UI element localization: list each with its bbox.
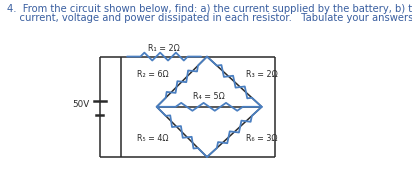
- Text: R₃ = 2Ω: R₃ = 2Ω: [246, 70, 278, 79]
- Text: R₆ = 3Ω: R₆ = 3Ω: [246, 134, 278, 143]
- Text: R₄ = 5Ω: R₄ = 5Ω: [193, 92, 225, 101]
- Text: R₅ = 4Ω: R₅ = 4Ω: [137, 134, 169, 143]
- Text: 4.  From the circuit shown below, find: a) the current supplied by the battery, : 4. From the circuit shown below, find: a…: [7, 4, 412, 14]
- Text: current, voltage and power dissipated in each resistor.   Tabulate your answers.: current, voltage and power dissipated in…: [7, 13, 412, 23]
- Text: R₂ = 6Ω: R₂ = 6Ω: [137, 70, 169, 79]
- Text: R₁ = 2Ω: R₁ = 2Ω: [148, 44, 180, 53]
- Text: 50V: 50V: [72, 100, 89, 109]
